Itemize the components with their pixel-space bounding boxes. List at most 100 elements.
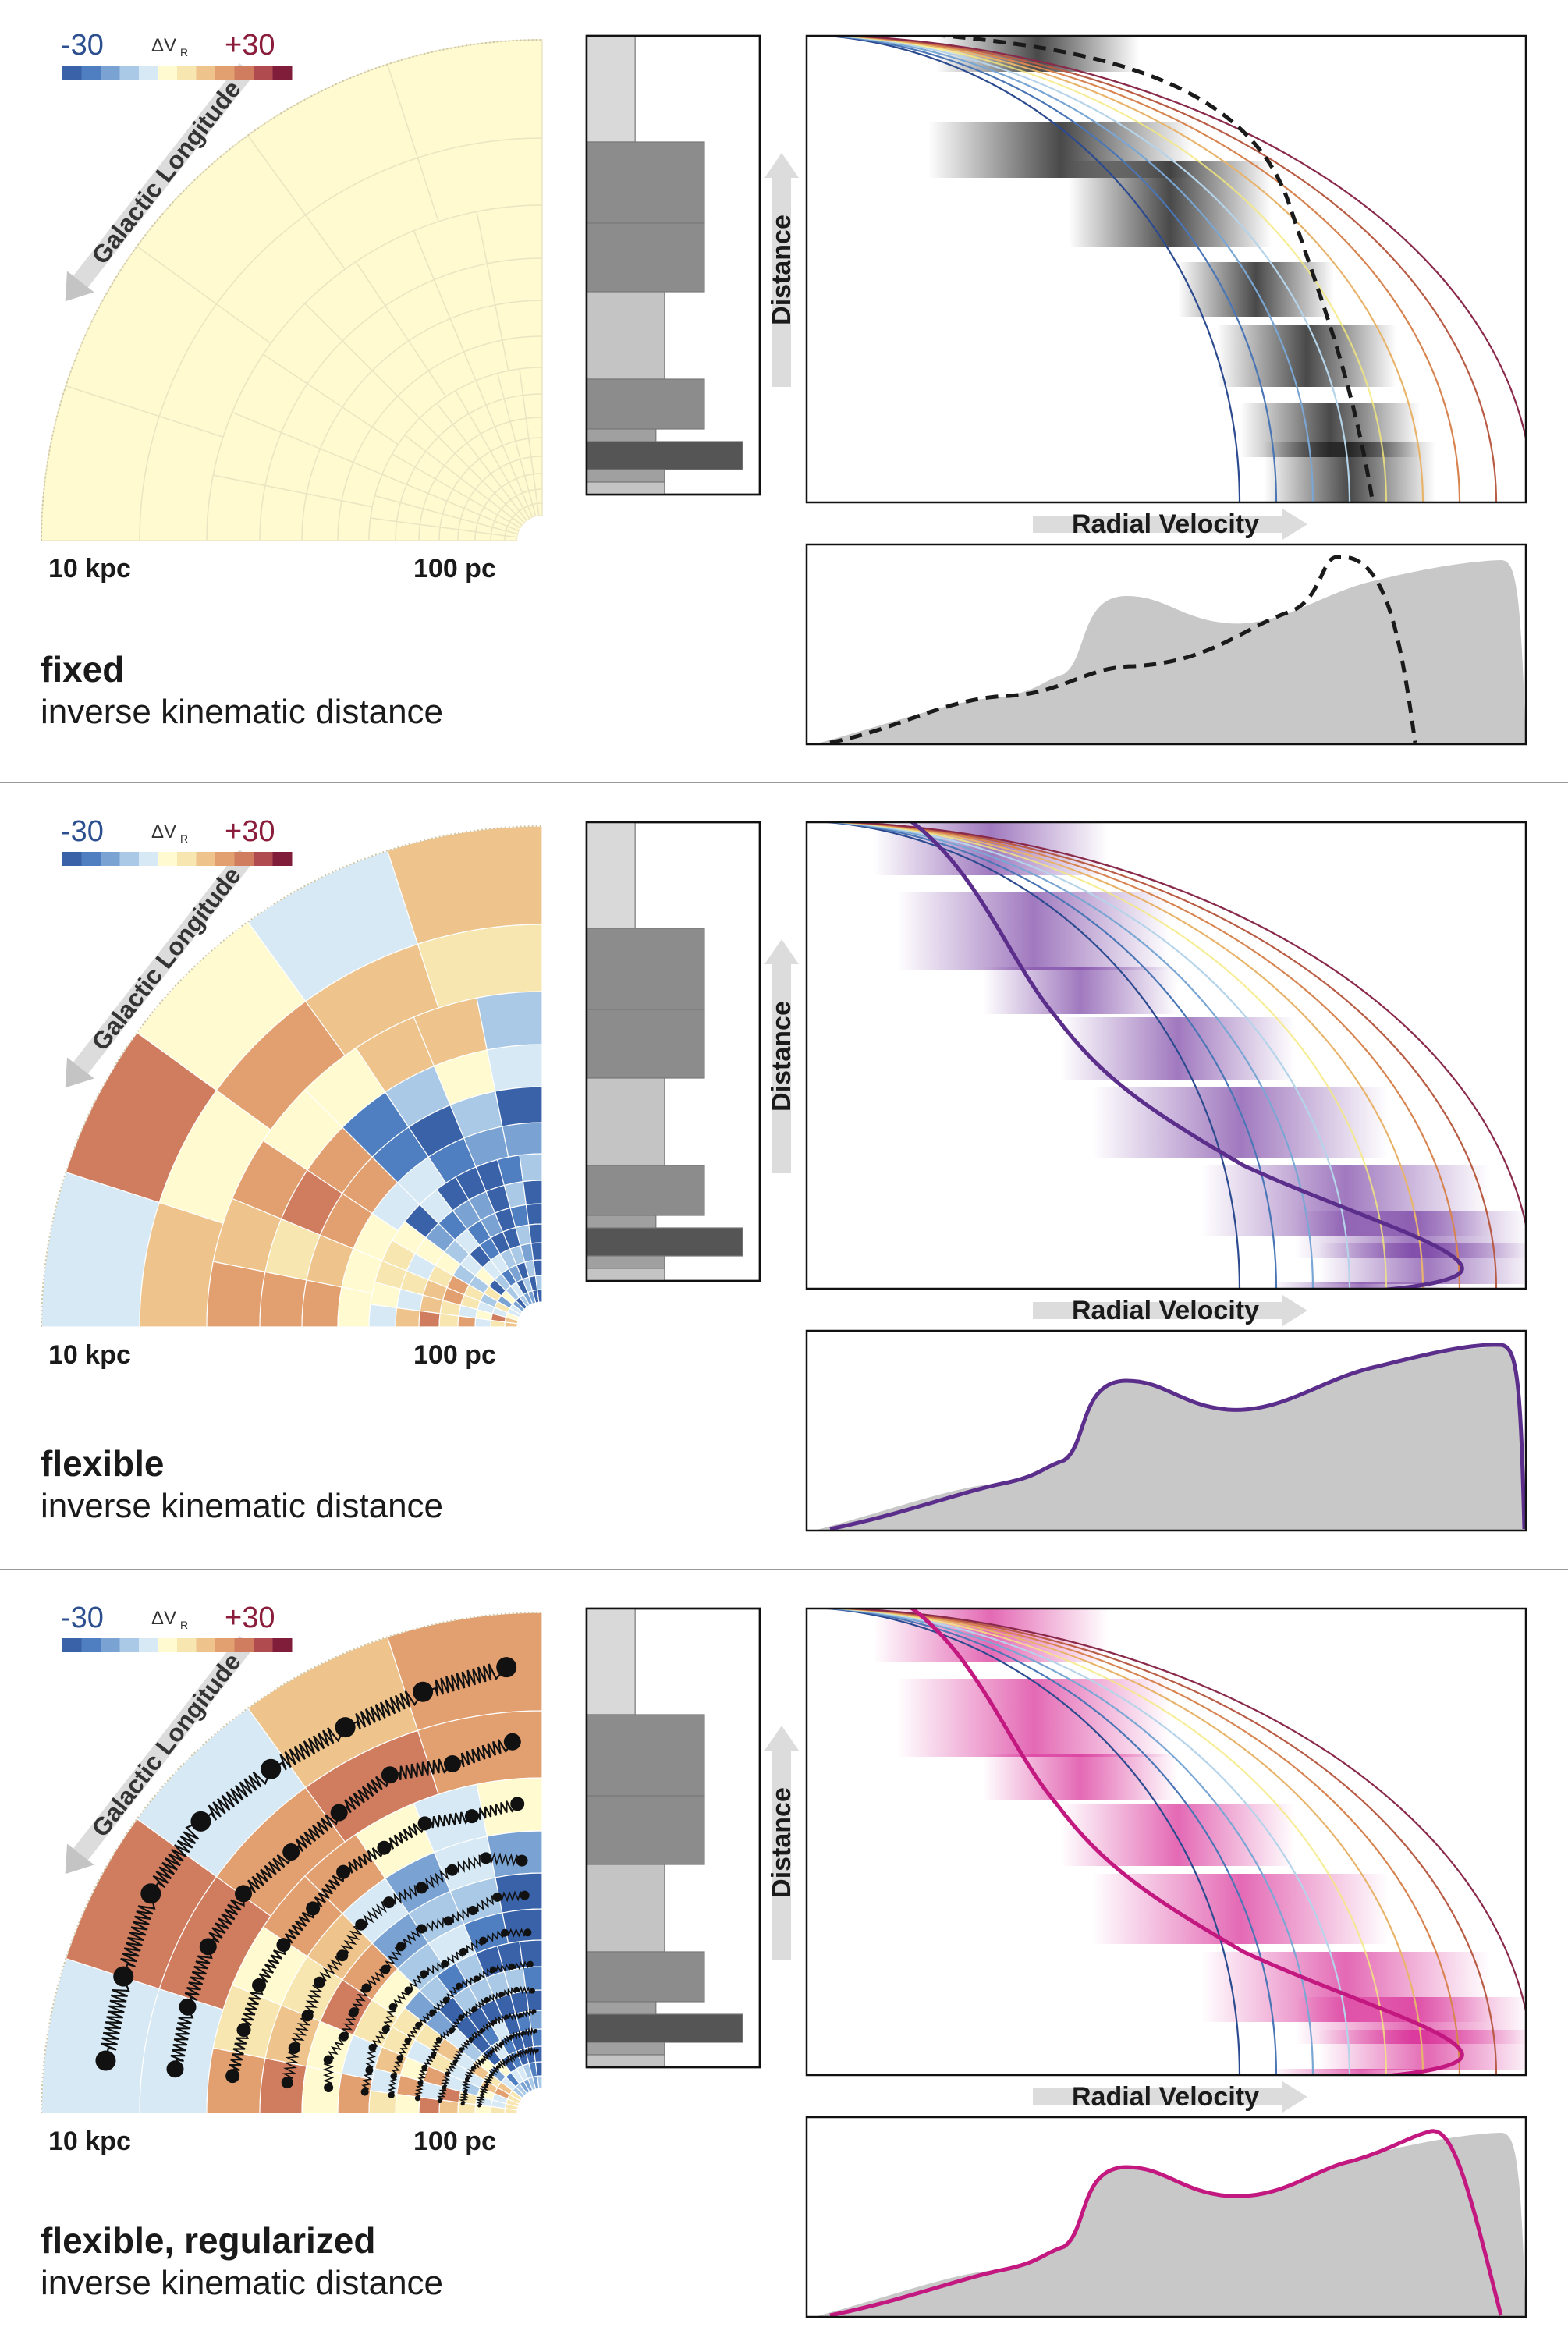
spring bbox=[170, 2006, 194, 2070]
spring-node bbox=[442, 1996, 450, 2003]
spring-node bbox=[531, 2009, 537, 2014]
histogram-bar bbox=[586, 1951, 705, 2003]
spring-node bbox=[464, 2077, 470, 2081]
colorbar-swatch bbox=[272, 1638, 293, 1652]
distance-arrow bbox=[764, 153, 799, 387]
spring-node bbox=[252, 1978, 267, 1992]
colorbar-swatch bbox=[234, 852, 254, 866]
colorbar-mid-subscript: R bbox=[180, 832, 188, 845]
spring-node bbox=[495, 2065, 500, 2069]
spring bbox=[452, 1739, 513, 1768]
spring-node bbox=[459, 1947, 467, 1956]
fan-cell bbox=[528, 2010, 543, 2031]
spring bbox=[497, 2059, 508, 2069]
spring-node bbox=[446, 1864, 459, 1876]
distance-arrow bbox=[764, 939, 799, 1173]
probability-smear bbox=[983, 1754, 1178, 1800]
fan-center-cutout bbox=[517, 516, 542, 541]
spring bbox=[475, 2095, 486, 2106]
velocity-distance-plot: Distance Radial Velocity bbox=[764, 1607, 1527, 2113]
colorbar-swatch bbox=[254, 1638, 273, 1652]
spring-node bbox=[390, 2073, 397, 2080]
colorbar-swatch bbox=[234, 1638, 254, 1652]
colorbar-swatch bbox=[215, 66, 235, 80]
panel-title: fixed bbox=[41, 649, 125, 690]
fan-cell bbox=[525, 417, 543, 439]
fan-cell bbox=[337, 1286, 373, 1328]
histogram-bar bbox=[586, 2042, 665, 2056]
fan-cell bbox=[337, 500, 374, 541]
fan-cell bbox=[502, 1908, 543, 1944]
spring-node bbox=[404, 2037, 411, 2045]
spring bbox=[506, 2052, 517, 2063]
spring-node bbox=[452, 2059, 458, 2065]
colorbar-swatch bbox=[62, 66, 82, 80]
histogram-bar bbox=[586, 469, 665, 483]
spring-node bbox=[521, 2031, 526, 2035]
spring-node bbox=[437, 2098, 442, 2104]
spring-node bbox=[470, 2066, 475, 2070]
spring-node bbox=[471, 2006, 477, 2013]
fan-cell bbox=[486, 1044, 543, 1092]
spring bbox=[459, 2091, 469, 2104]
histogram-bar bbox=[586, 821, 636, 929]
spring-node bbox=[336, 1949, 349, 1962]
inner-distance-label: 100 pc bbox=[413, 1340, 496, 1370]
distance-arrow bbox=[764, 1726, 799, 1960]
distance-histogram bbox=[585, 1607, 761, 2069]
histogram-bar bbox=[586, 1795, 705, 1865]
spring-node bbox=[460, 2102, 465, 2106]
spring-node bbox=[413, 1681, 434, 1702]
spring-node bbox=[417, 1816, 432, 1831]
rotation-curve-arc bbox=[822, 1609, 1388, 2075]
plot-area bbox=[807, 1609, 1526, 2075]
spring-node bbox=[464, 1809, 479, 1824]
rotation-curve-arc bbox=[827, 1609, 1461, 2075]
spring bbox=[488, 2066, 500, 2077]
fan-cell bbox=[532, 473, 543, 491]
color-bar: -30 +30 ΔV R bbox=[61, 29, 293, 80]
spring bbox=[483, 2075, 494, 2086]
spring-node bbox=[535, 2048, 539, 2052]
colorbar-swatch bbox=[119, 66, 140, 80]
colorbar-swatch bbox=[177, 66, 197, 80]
plot-frame bbox=[805, 1607, 1527, 2077]
spring-node bbox=[456, 1982, 463, 1990]
spring-node bbox=[523, 1928, 532, 1937]
colorbar-mid-label: ΔV bbox=[151, 1608, 176, 1629]
histogram-bar bbox=[586, 428, 657, 442]
spring-node bbox=[324, 2082, 334, 2092]
spring bbox=[422, 1663, 507, 1697]
colorbar-swatch bbox=[177, 852, 197, 866]
rotation-curve-arc bbox=[816, 36, 1278, 502]
arrow-shaft bbox=[73, 62, 254, 288]
spring-node bbox=[442, 2084, 447, 2090]
velocity-axis-group: Radial Velocity bbox=[1033, 509, 1307, 540]
spring bbox=[339, 1774, 391, 1814]
spring bbox=[485, 1851, 523, 1868]
spring-node bbox=[261, 1758, 282, 1779]
rotation-curve-arc bbox=[816, 822, 1278, 1289]
colorbar-swatch bbox=[139, 852, 158, 866]
panel-label-fixed: fixed inverse kinematic distance bbox=[41, 649, 443, 735]
spring bbox=[241, 1985, 264, 2031]
histogram-frame-border bbox=[585, 34, 761, 496]
rotation-curve-arc bbox=[818, 36, 1314, 502]
spring-node bbox=[414, 2095, 420, 2102]
fan-cell bbox=[476, 991, 543, 1051]
probability-smear bbox=[1069, 161, 1272, 247]
velocity-spectrum-plot bbox=[805, 543, 1527, 746]
spring bbox=[478, 2084, 489, 2096]
spring-node bbox=[360, 2088, 369, 2096]
colorbar-swatch bbox=[139, 1638, 158, 1652]
spring-node bbox=[404, 1986, 413, 1995]
spring bbox=[342, 1847, 385, 1874]
outer-distance-label: 10 kpc bbox=[48, 2127, 131, 2156]
spring bbox=[400, 1928, 422, 1948]
spring-node bbox=[458, 2014, 464, 2020]
colorbar-swatch bbox=[81, 852, 101, 866]
spring-node bbox=[479, 2027, 484, 2033]
colorbar-swatch bbox=[158, 66, 178, 80]
spring-node bbox=[524, 2049, 528, 2053]
